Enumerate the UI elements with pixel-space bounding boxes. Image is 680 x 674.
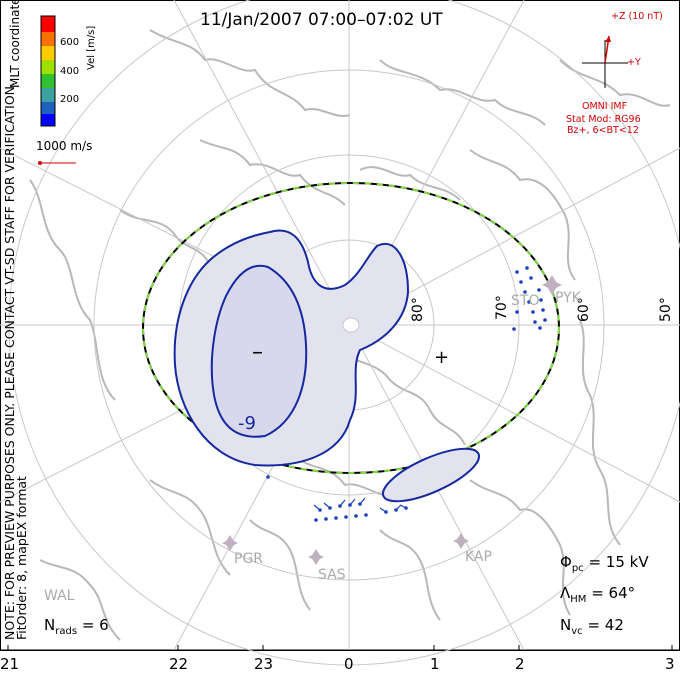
nrads-symbol: N: [44, 616, 56, 634]
imf-y-label: +Y: [627, 57, 641, 68]
contour-value-label: -9: [238, 413, 256, 434]
coordinate-label: MLT coordinates: [8, 0, 22, 88]
stat-nvc: Nvc = 42: [560, 616, 624, 637]
colorbar-tick-200: 200: [60, 94, 80, 105]
station-sto: STO: [511, 293, 540, 309]
station-pgr: PGR: [234, 551, 264, 567]
colorbar-label: Vel [m/s]: [86, 25, 97, 70]
imf-condition: Bz+, 6<BT<12: [567, 125, 639, 136]
phi-value: = 15 kV: [588, 553, 649, 571]
map-title: 11/Jan/2007 07:00–07:02 UT: [200, 10, 443, 30]
mlt-label-0: 0: [344, 655, 354, 673]
hm-boundary-overlay: [142, 182, 560, 474]
phi-symbol: Φ: [560, 553, 572, 571]
velocity-vector-lines: [313, 497, 407, 513]
colorbar: [40, 15, 56, 127]
latitude-label-70: 70°: [494, 295, 510, 320]
nvc-symbol: N: [560, 616, 572, 634]
mlt-label-23: 23: [254, 655, 274, 673]
latitude-label-80: 80°: [410, 297, 426, 322]
stat-lambda-hm: ΛHM = 64°: [560, 584, 635, 605]
nrads-value: = 6: [81, 616, 109, 634]
mlt-label-21: 21: [0, 655, 20, 673]
fit-order: FitOrder: 8, mapEX format: [14, 476, 29, 640]
stat-phi-pc: Φpc = 15 kV: [560, 553, 649, 574]
station-markers: [222, 275, 562, 565]
colorbar-tick-400: 400: [60, 66, 80, 77]
lambda-subscript: HM: [570, 594, 587, 605]
positive-cell: [381, 447, 481, 503]
colorbar-tick-600: 600: [60, 37, 80, 48]
pole-marker: [342, 317, 360, 333]
stat-nrads: Nrads = 6: [44, 616, 109, 637]
lambda-value: = 64°: [591, 584, 636, 602]
latitude-label-50: 50°: [658, 297, 674, 322]
nvc-value: = 42: [587, 616, 624, 634]
mlt-label-3: 3: [665, 655, 675, 673]
imf-z-label: +Z (10 nT): [611, 11, 663, 22]
nrads-subscript: rads: [55, 626, 78, 637]
imf-dial: [582, 35, 628, 88]
station-wal: WAL: [44, 588, 75, 604]
mlt-label-2: 2: [515, 655, 525, 673]
velocity-vectors: [266, 266, 547, 522]
phi-subscript: pc: [571, 563, 584, 574]
lambda-symbol: Λ: [560, 584, 571, 602]
mlt-label-22: 22: [169, 655, 189, 673]
imf-source: OMNI IMF: [582, 101, 628, 112]
imf-model: Stat Mod: RG96: [566, 114, 641, 125]
potential-minimum-marker: –: [252, 340, 263, 365]
mlt-ticks: [7, 645, 673, 650]
reference-vector: [38, 161, 76, 165]
mlt-label-1: 1: [430, 655, 440, 673]
station-sas: SAS: [318, 567, 346, 583]
negative-cell-inner: [210, 264, 308, 438]
station-kap: KAP: [465, 549, 492, 565]
potential-maximum-marker: +: [434, 347, 450, 368]
reference-vector-label: 1000 m/s: [36, 139, 93, 153]
station-pyk: PYK: [555, 290, 581, 306]
nvc-subscript: vc: [571, 626, 583, 637]
